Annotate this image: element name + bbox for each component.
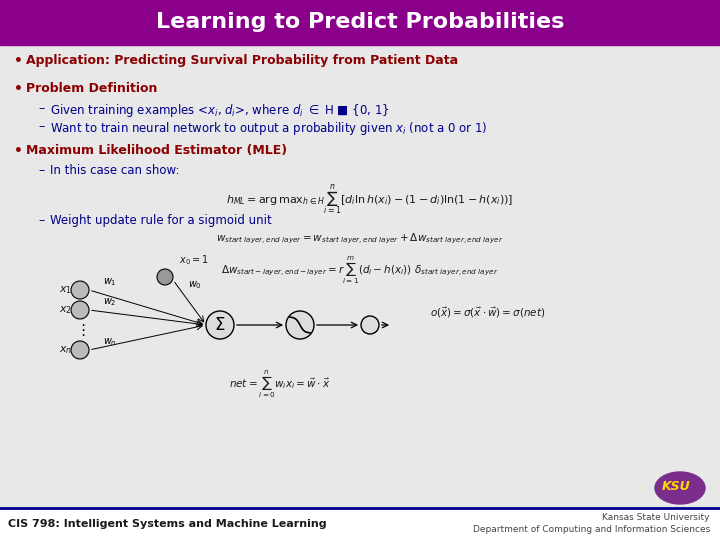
Text: $net = \sum_{i=0}^{n} w_i x_i = \vec{w} \cdot \vec{x}$: $net = \sum_{i=0}^{n} w_i x_i = \vec{w} …: [229, 368, 330, 400]
Text: Problem Definition: Problem Definition: [26, 82, 158, 95]
Text: Maximum Likelihood Estimator (MLE): Maximum Likelihood Estimator (MLE): [26, 144, 287, 157]
Text: Given training examples <$x_i$, $d_i$>, where $d_i$ $\in$ H $\blacksquare$ {0, 1: Given training examples <$x_i$, $d_i$>, …: [50, 102, 390, 119]
Circle shape: [286, 311, 314, 339]
Circle shape: [206, 311, 234, 339]
Circle shape: [157, 269, 173, 285]
Text: KSU: KSU: [662, 480, 690, 492]
Circle shape: [71, 341, 89, 359]
Text: –: –: [38, 120, 44, 133]
Text: $\vdots$: $\vdots$: [75, 322, 85, 338]
Text: $x_0 = 1$: $x_0 = 1$: [179, 253, 209, 267]
Text: $w_1$: $w_1$: [103, 276, 117, 288]
Text: $x_1$: $x_1$: [60, 284, 73, 296]
Text: $h_{ML} = \mathrm{arg\,max}_{h\in H}\sum_{i=1}^{n}[d_i\ln h(x_i)-(1-d_i)\ln(1-h(: $h_{ML} = \mathrm{arg\,max}_{h\in H}\sum…: [226, 182, 513, 217]
Text: In this case can show:: In this case can show:: [50, 164, 179, 177]
Text: $\Delta w_{start-layer,end-layer} = r\sum_{i=1}^{m}(d_i - h(x_i))\ \delta_{start: $\Delta w_{start-layer,end-layer} = r\su…: [221, 254, 499, 286]
Circle shape: [71, 301, 89, 319]
Text: Application: Predicting Survival Probability from Patient Data: Application: Predicting Survival Probabi…: [26, 54, 458, 67]
Text: $x_2$: $x_2$: [60, 304, 73, 316]
Text: $w_n$: $w_n$: [103, 336, 117, 348]
Text: –: –: [38, 102, 44, 115]
Text: Kansas State University: Kansas State University: [603, 512, 710, 522]
Ellipse shape: [655, 472, 705, 504]
Text: –: –: [38, 164, 44, 177]
Text: $o(\vec{x}) = \sigma(\vec{x} \cdot \vec{w}) = \sigma(net)$: $o(\vec{x}) = \sigma(\vec{x} \cdot \vec{…: [430, 306, 546, 320]
Bar: [0, 0, 720, 45]
Text: Learning to Predict Probabilities: Learning to Predict Probabilities: [156, 12, 564, 32]
Text: $w_{start\ layer,end\ layer} = w_{start\ layer,end\ layer}+\Delta w_{start\ laye: $w_{start\ layer,end\ layer} = w_{start\…: [216, 232, 504, 246]
Text: $\Sigma$: $\Sigma$: [215, 316, 225, 334]
Text: Weight update rule for a sigmoid unit: Weight update rule for a sigmoid unit: [50, 214, 271, 227]
Text: CIS 798: Intelligent Systems and Machine Learning: CIS 798: Intelligent Systems and Machine…: [8, 519, 327, 529]
Text: •: •: [14, 82, 23, 96]
Text: $x_n$: $x_n$: [59, 344, 73, 356]
Circle shape: [71, 281, 89, 299]
Circle shape: [361, 316, 379, 334]
Text: •: •: [14, 54, 23, 68]
Text: $w_0$: $w_0$: [188, 279, 202, 291]
Bar: [0, 508, 720, 540]
Text: –: –: [38, 214, 44, 227]
Text: $w_2$: $w_2$: [103, 296, 117, 308]
Text: Want to train neural network to output a probability given $x_i$ (not a 0 or 1): Want to train neural network to output a…: [50, 120, 487, 137]
Text: •: •: [14, 144, 23, 158]
Text: Department of Computing and Information Sciences: Department of Computing and Information …: [473, 524, 710, 534]
